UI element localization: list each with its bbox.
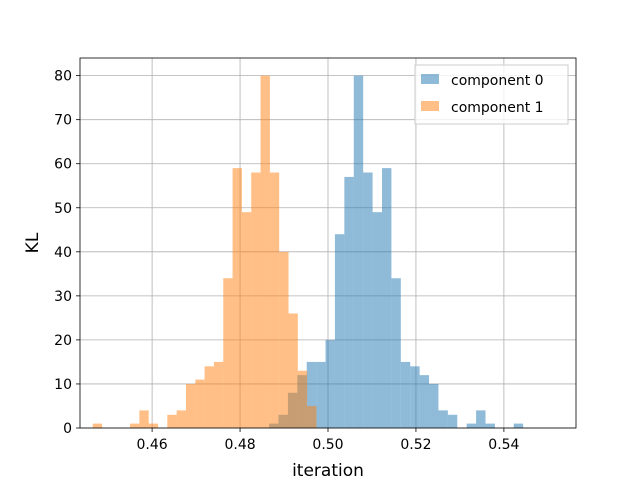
histogram-bar-component-0 bbox=[410, 366, 420, 428]
x-tick-label: 0.54 bbox=[488, 437, 519, 453]
histogram-bar-component-0 bbox=[419, 375, 430, 428]
x-tick-label: 0.50 bbox=[312, 437, 343, 453]
legend-swatch-component-1 bbox=[421, 101, 439, 111]
histogram-bars bbox=[92, 75, 524, 428]
histogram-bar-component-0 bbox=[334, 234, 345, 428]
histogram-bar-component-0 bbox=[466, 423, 477, 428]
y-tick-label: 80 bbox=[54, 69, 72, 85]
y-tick-label: 10 bbox=[54, 377, 72, 393]
y-axis-label: KL bbox=[23, 232, 43, 253]
histogram-bar-component-0 bbox=[306, 361, 317, 428]
y-tick-label: 50 bbox=[54, 201, 72, 217]
x-axis-ticks: 0.46 0.48 0.50 0.52 0.54 bbox=[137, 428, 520, 453]
histogram-bar-component-1 bbox=[241, 212, 252, 428]
histogram-bar-component-1 bbox=[195, 379, 205, 428]
histogram-bar-component-0 bbox=[513, 423, 524, 428]
histogram-bar-component-0 bbox=[429, 383, 439, 428]
histogram-bar-component-1 bbox=[139, 410, 149, 428]
histogram-bar-component-0 bbox=[325, 339, 335, 428]
histogram-bar-component-1 bbox=[185, 383, 196, 428]
histogram-bar-component-1 bbox=[92, 423, 103, 428]
histogram-bar-component-1 bbox=[269, 172, 280, 428]
histogram-bar-component-1 bbox=[279, 251, 289, 428]
histogram-bar-component-1 bbox=[288, 313, 298, 428]
histogram-bar-component-0 bbox=[391, 278, 401, 428]
histogram-bar-component-0 bbox=[372, 212, 382, 428]
x-tick-label: 0.48 bbox=[224, 437, 255, 453]
y-tick-label: 30 bbox=[54, 289, 72, 305]
histogram-bar-component-0 bbox=[363, 172, 373, 428]
histogram-bar-component-0 bbox=[447, 414, 458, 428]
y-tick-label: 40 bbox=[54, 245, 72, 261]
y-tick-label: 20 bbox=[54, 333, 72, 349]
legend-swatch-component-0 bbox=[421, 74, 439, 84]
histogram-bar-component-0 bbox=[485, 423, 495, 428]
histogram-bar-component-0 bbox=[476, 410, 486, 428]
legend-label-component-0: component 0 bbox=[451, 73, 544, 89]
y-tick-label: 0 bbox=[63, 421, 72, 437]
legend-box bbox=[414, 64, 569, 125]
histogram-bar-component-0 bbox=[344, 176, 354, 428]
histogram-bar-component-1 bbox=[176, 410, 186, 428]
histogram-bar-component-1 bbox=[297, 370, 308, 428]
y-axis-ticks: 0 10 20 30 40 50 60 70 80 bbox=[54, 69, 80, 437]
histogram-bar-component-1 bbox=[213, 361, 224, 428]
histogram-bar-component-1 bbox=[167, 414, 177, 428]
histogram-bar-component-0 bbox=[400, 361, 411, 428]
histogram-bar-component-1 bbox=[251, 172, 261, 428]
histogram-bar-component-0 bbox=[353, 75, 364, 428]
histogram-bar-component-1 bbox=[148, 423, 159, 428]
x-tick-label: 0.52 bbox=[400, 437, 431, 453]
legend: component 0 component 1 bbox=[414, 64, 569, 125]
histogram-bar-component-1 bbox=[130, 423, 140, 428]
x-tick-label: 0.46 bbox=[137, 437, 168, 453]
y-tick-label: 70 bbox=[54, 113, 72, 129]
histogram-bar-component-1 bbox=[260, 75, 270, 428]
histogram-bar-component-0 bbox=[381, 168, 392, 428]
histogram-bar-component-1 bbox=[204, 366, 214, 428]
legend-label-component-1: component 1 bbox=[451, 100, 544, 116]
histogram-bar-component-1 bbox=[307, 405, 317, 428]
histogram-bar-component-1 bbox=[223, 278, 233, 428]
y-tick-label: 60 bbox=[54, 157, 72, 173]
x-axis-label: iteration bbox=[292, 461, 364, 480]
histogram-bar-component-1 bbox=[232, 168, 242, 428]
histogram-bar-component-0 bbox=[316, 361, 326, 428]
histogram-bar-component-0 bbox=[438, 410, 448, 428]
